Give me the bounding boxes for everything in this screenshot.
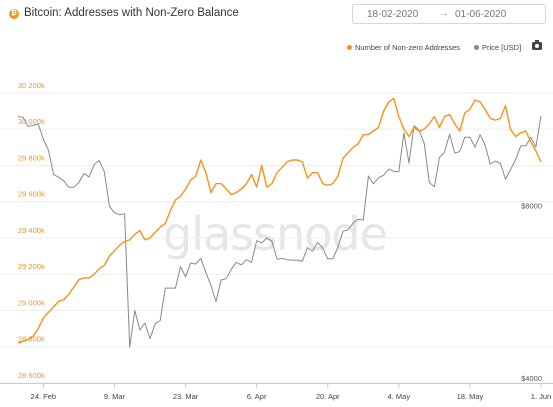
legend-item-addresses[interactable]: Number of Non-zero Addresses [347,43,460,55]
x-tick-label: 4. May [388,392,411,401]
y-axis-right: $4000 $8000 [521,202,542,383]
x-tick-label: 6. Apr [247,392,267,401]
x-tick-label: 24. Feb [31,392,56,401]
y-left-tick-label: 30 200k [18,81,45,90]
x-tick-label: 23. Mar [173,392,199,401]
legend-item-price[interactable]: Price [USD] [474,43,521,55]
x-tick-label: 20. Apr [316,392,340,401]
bitcoin-icon: ₿ [9,9,19,19]
y-left-tick-label: 29 600k [18,190,45,199]
y-left-tick-label: 29 800k [18,153,45,162]
y-left-tick-label: 28 800k [18,335,45,344]
y-left-tick-label: 29 400k [18,226,45,235]
y-left-tick-label: 30 000k [18,117,45,126]
page-title: Bitcoin: Addresses with Non-Zero Balance [24,7,239,19]
arrow-right-icon: → [439,8,449,19]
date-to-input[interactable]: 01-06-2020 [455,9,507,20]
y-left-tick-label: 28 600k [18,371,45,380]
chart-header: ₿ Bitcoin: Addresses with Non-Zero Balan… [0,0,553,30]
x-tick-label: 1. Jun [531,392,551,401]
series-lines [17,97,542,348]
series-line-addresses [17,97,542,344]
x-tick-label: 9. Mar [104,392,126,401]
y-left-tick-label: 29 000k [18,298,45,307]
y-right-tick-label: $4000 [521,374,542,383]
y-right-tick-label: $8000 [521,202,542,211]
camera-icon[interactable] [532,40,542,50]
legend-dot-price [474,44,479,50]
y-axis-left: 28 600k 28 800k 29 000k 29 200k 29 400k 29 60… [18,81,45,380]
x-tick-label: 18. May [457,392,484,401]
date-from-input[interactable]: 18-02-2020 [367,9,419,20]
legend-label-price: Price [USD] [482,43,522,52]
y-left-tick-label: 29 200k [18,262,45,271]
date-range-picker[interactable]: 18-02-2020 → 01-06-2020 [352,4,546,24]
grid [0,92,553,384]
x-axis: 24. Feb 9. Mar 23. Mar 6. Apr 20. Apr 4. May 1… [0,383,553,401]
legend-dot-addresses [347,44,352,50]
series-line-price [17,115,542,348]
legend-label-addresses: Number of Non-zero Addresses [355,43,461,52]
